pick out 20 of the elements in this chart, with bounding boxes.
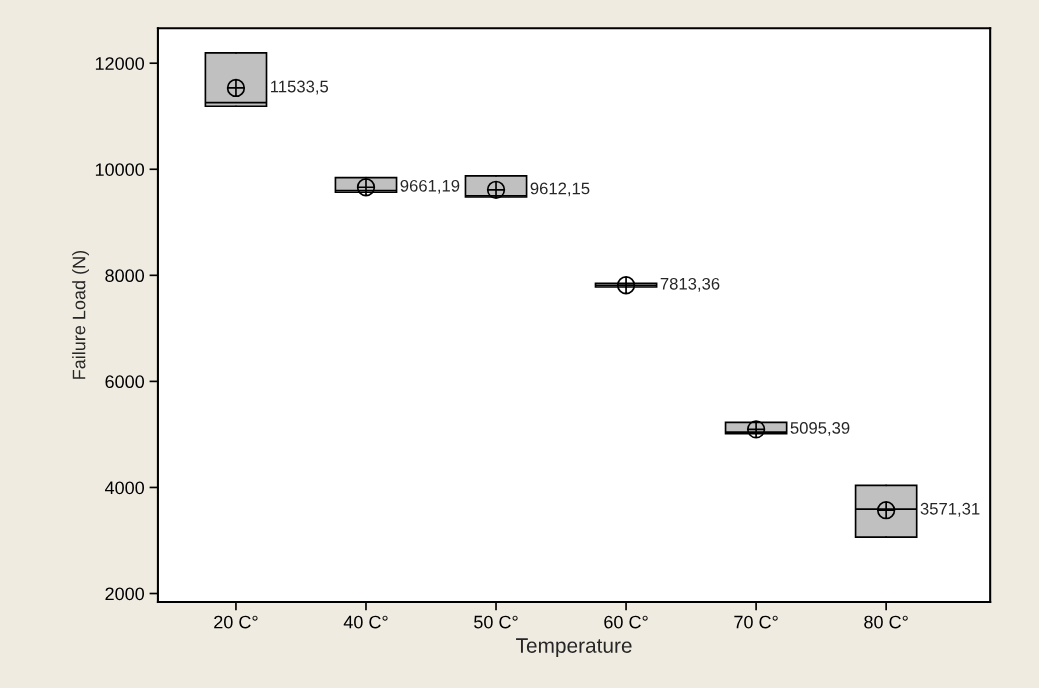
- y-tick-label: 8000: [105, 269, 145, 283]
- y-tick-label: 6000: [105, 375, 145, 389]
- text: 11533,5: [271, 80, 329, 95]
- x-tick-label: 20 C°: [214, 615, 258, 629]
- y-tick-label: 2000: [105, 587, 145, 601]
- y-tick-label: 4000: [104, 481, 145, 495]
- y-tick-label: 12000: [95, 57, 145, 70]
- text: 7813,36: [660, 277, 720, 292]
- text: 5095,39: [790, 422, 850, 436]
- x-axis-title: Temperature: [516, 638, 632, 657]
- text: 3571,31: [920, 502, 980, 517]
- x-tick-label: 60 C°: [604, 615, 648, 629]
- x-tick-label: 40 C°: [343, 615, 388, 629]
- text: 9661,19: [400, 179, 460, 194]
- x-tick-label: 70 C°: [734, 615, 778, 629]
- x-tick-label: 50 C°: [474, 615, 518, 629]
- text: 9612,15: [530, 182, 590, 197]
- x-tick-label: 80 C°: [864, 615, 908, 629]
- y-tick-label: 10000: [95, 163, 145, 176]
- y-axis-title: Failure Load (N): [72, 250, 89, 379]
